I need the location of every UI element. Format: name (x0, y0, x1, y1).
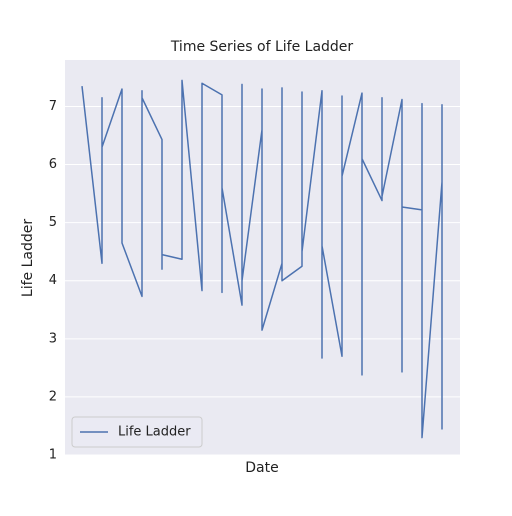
line (81, 79, 443, 439)
y-tick-label: 2 (49, 389, 57, 404)
y-tick-label: 4 (49, 273, 57, 288)
y-tick-label: 3 (49, 331, 57, 346)
y-tick-label: 5 (49, 215, 57, 230)
legend-label: Life Ladder (118, 425, 191, 440)
y-tick-label: 1 (49, 448, 57, 463)
y-tick-label: 6 (49, 157, 57, 172)
y-tick-label: 7 (49, 99, 57, 114)
legend-box (71, 416, 203, 448)
x-axis-label: Date (245, 460, 278, 476)
y-axis-label: Life Ladder (20, 219, 36, 297)
chart-title: Time Series of Life Ladder (170, 39, 354, 55)
